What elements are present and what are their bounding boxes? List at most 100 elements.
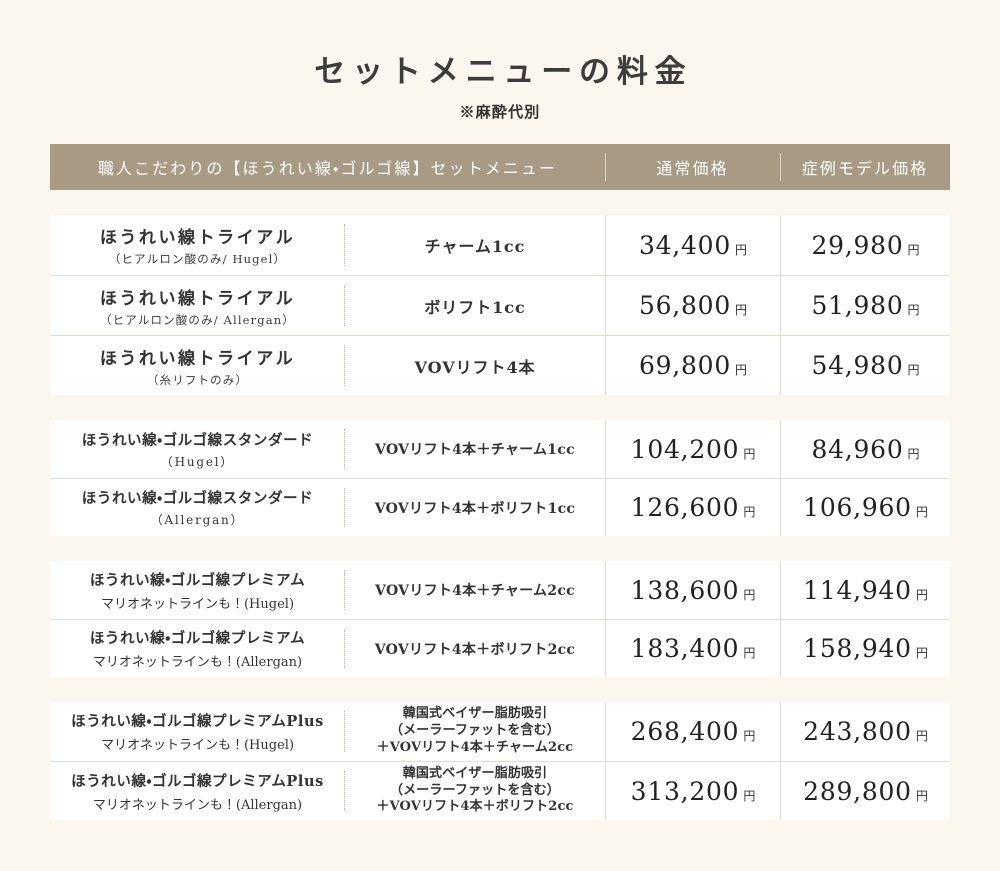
- table-row: ほうれい線トライアル （ヒアルロン酸のみ/ Hugel） チャーム1cc 34,…: [50, 215, 950, 275]
- menu-name: ほうれい線トライアル: [99, 228, 296, 248]
- normal-price-value: 34,400: [639, 230, 731, 260]
- price-group-premium-plus: ほうれい線・ゴルゴ線プレミアムPlus マリオネットラインも！(Hugel) 韓…: [50, 702, 950, 821]
- price: 243,800 円: [803, 717, 928, 746]
- menu-name: ほうれい線トライアル: [99, 288, 296, 309]
- menu-name-cell: ほうれい線・ゴルゴ線プレミアムPlus マリオネットラインも！(Allergan…: [50, 762, 345, 821]
- header-normal-price-column: 通常価格: [605, 144, 780, 190]
- menu-name-sub: （ヒアルロン酸のみ/ Allergan）: [99, 312, 295, 327]
- currency-unit: 円: [915, 646, 928, 660]
- model-price-value: 289,800: [803, 776, 912, 806]
- currency-unit: 円: [915, 587, 928, 602]
- normal-price-value: 313,200: [630, 776, 740, 806]
- table-row: ほうれい線・ゴルゴ線プレミアム マリオネットラインも！(Hugel) VOVリフ…: [50, 561, 950, 619]
- currency-unit: 円: [907, 446, 920, 461]
- menu-name-sub: （ヒアルロン酸のみ/ Hugel）: [108, 252, 287, 266]
- treatment-label: VOVリフト4本: [414, 357, 536, 377]
- model-price-cell: 51,980 円: [780, 276, 950, 335]
- menu-name: ほうれい線・ゴルゴ線プレミアムPlus: [71, 712, 324, 730]
- currency-unit: 円: [734, 363, 747, 377]
- model-price-value: 243,800: [803, 716, 912, 746]
- page-title: セットメニューの料金: [314, 54, 693, 90]
- menu-name-sub: （Hugel）: [160, 454, 235, 469]
- normal-price-cell: 69,800 円: [605, 336, 780, 395]
- treatment-label: VOVリフト4本＋チャーム2cc: [375, 583, 575, 599]
- model-price-cell: 289,800 円: [780, 761, 950, 821]
- currency-unit: 円: [743, 788, 756, 803]
- price: 158,940 円: [803, 634, 928, 663]
- currency-unit: 円: [743, 505, 756, 519]
- currency-unit: 円: [743, 587, 756, 602]
- table-row: ほうれい線・ゴルゴ線スタンダード （Allergan） VOVリフト4本＋ボリフ…: [50, 478, 950, 536]
- price: 183,400 円: [631, 634, 756, 663]
- price-group-standard: ほうれい線・ゴルゴ線スタンダード （Hugel） VOVリフト4本＋チャーム1c…: [50, 420, 950, 536]
- model-price-cell: 54,980 円: [780, 336, 950, 395]
- currency-unit: 円: [734, 303, 747, 317]
- price: 268,400 円: [631, 717, 756, 746]
- header-menu-column: 職人こだわりの【ほうれい線・ゴルゴ線】セットメニュー: [97, 159, 558, 178]
- table-row: ほうれい線トライアル （糸リフトのみ） VOVリフト4本 69,800 円 54…: [50, 335, 950, 395]
- normal-price-value: 56,800: [639, 291, 731, 320]
- pricing-page: セットメニューの料金 ※麻酔代別 職人こだわりの【ほうれい線・ゴルゴ線】セットメ…: [50, 54, 950, 821]
- price: 126,600 円: [631, 493, 756, 522]
- model-price-value: 54,980: [811, 351, 904, 380]
- table-row: ほうれい線・ゴルゴ線プレミアム マリオネットラインも！(Allergan) VO…: [50, 619, 950, 677]
- model-price-cell: 29,980 円: [780, 215, 950, 275]
- treatment-label: チャーム1cc: [424, 237, 526, 256]
- currency-unit: 円: [907, 303, 920, 317]
- menu-name: ほうれい線・ゴルゴ線プレミアムPlus: [71, 772, 324, 790]
- model-price-cell: 106,960 円: [780, 479, 950, 536]
- menu-name-sub: （糸リフトのみ）: [146, 372, 249, 387]
- menu-name: ほうれい線・ゴルゴ線スタンダード: [81, 431, 314, 449]
- model-price-value: 106,960: [803, 493, 912, 522]
- menu-name: ほうれい線トライアル: [99, 348, 296, 369]
- model-price-value: 114,940: [803, 575, 912, 605]
- table-row: ほうれい線・ゴルゴ線プレミアムPlus マリオネットラインも！(Allergan…: [50, 760, 950, 821]
- menu-name-sub: マリオネットラインも！(Allergan): [92, 655, 303, 670]
- price: 138,600 円: [631, 576, 756, 605]
- normal-price-cell: 126,600 円: [605, 479, 780, 536]
- normal-price-value: 104,200: [630, 434, 740, 464]
- model-price-cell: 243,800 円: [780, 702, 950, 761]
- model-price-cell: 84,960 円: [780, 420, 950, 478]
- menu-name-sub: マリオネットラインも！(Allergan): [92, 797, 303, 813]
- price: 84,960 円: [812, 435, 920, 464]
- normal-price-cell: 313,200 円: [605, 761, 780, 821]
- price: 54,980 円: [812, 351, 920, 380]
- currency-unit: 円: [915, 788, 928, 803]
- normal-price-cell: 268,400 円: [605, 702, 780, 761]
- treatment-label: VOVリフト4本＋ボリフト1cc: [374, 500, 576, 517]
- normal-price-cell: 183,400 円: [605, 620, 780, 677]
- model-price-value: 29,980: [811, 230, 904, 260]
- model-price-cell: 158,940 円: [780, 620, 950, 677]
- normal-price-cell: 104,200 円: [605, 420, 780, 478]
- menu-name-sub: マリオネットラインも！(Hugel): [100, 596, 295, 612]
- price: 313,200 円: [631, 777, 756, 806]
- menu-name: ほうれい線・ゴルゴ線スタンダード: [81, 490, 314, 507]
- treatment-label: VOVリフト4本＋ボリフト2cc: [374, 641, 576, 658]
- price: 56,800 円: [639, 291, 747, 320]
- normal-price-value: 183,400: [630, 634, 740, 663]
- price: 114,940 円: [803, 576, 928, 605]
- model-price-value: 158,940: [803, 634, 912, 663]
- price-group-trial: ほうれい線トライアル （ヒアルロン酸のみ/ Hugel） チャーム1cc 34,…: [50, 215, 950, 395]
- currency-unit: 円: [743, 728, 756, 743]
- treatment-label: VOVリフト4本＋チャーム1cc: [375, 442, 575, 458]
- normal-price-cell: 34,400 円: [605, 215, 780, 275]
- currency-unit: 円: [734, 242, 747, 257]
- page-subtitle: ※麻酔代別: [459, 103, 541, 121]
- table-row: ほうれい線・ゴルゴ線プレミアムPlus マリオネットラインも！(Hugel) 韓…: [50, 702, 950, 761]
- price: 106,960 円: [803, 493, 928, 522]
- normal-price-cell: 56,800 円: [605, 276, 780, 335]
- menu-name-cell: ほうれい線トライアル （ヒアルロン酸のみ/ Hugel）: [50, 215, 345, 275]
- model-price-cell: 114,940 円: [780, 561, 950, 619]
- treatment-label: 韓国式ベイザー脂肪吸引 （メーラーファットを含む） ＋VOVリフト4本＋ボリフト…: [376, 765, 574, 815]
- model-price-value: 84,960: [811, 434, 904, 464]
- normal-price-value: 138,600: [630, 575, 740, 605]
- normal-price-value: 268,400: [630, 716, 740, 746]
- treatment-label: 韓国式ベイザー脂肪吸引 （メーラーファットを含む） ＋VOVリフト4本＋チャーム…: [376, 706, 574, 755]
- menu-name-cell: ほうれい線・ゴルゴ線プレミアム マリオネットラインも！(Hugel): [50, 561, 345, 619]
- model-price-value: 51,980: [811, 291, 904, 320]
- currency-unit: 円: [907, 242, 920, 257]
- menu-name-cell: ほうれい線・ゴルゴ線プレミアム マリオネットラインも！(Allergan): [50, 620, 345, 677]
- table-row: ほうれい線トライアル （ヒアルロン酸のみ/ Allergan） ボリフト1cc …: [50, 275, 950, 335]
